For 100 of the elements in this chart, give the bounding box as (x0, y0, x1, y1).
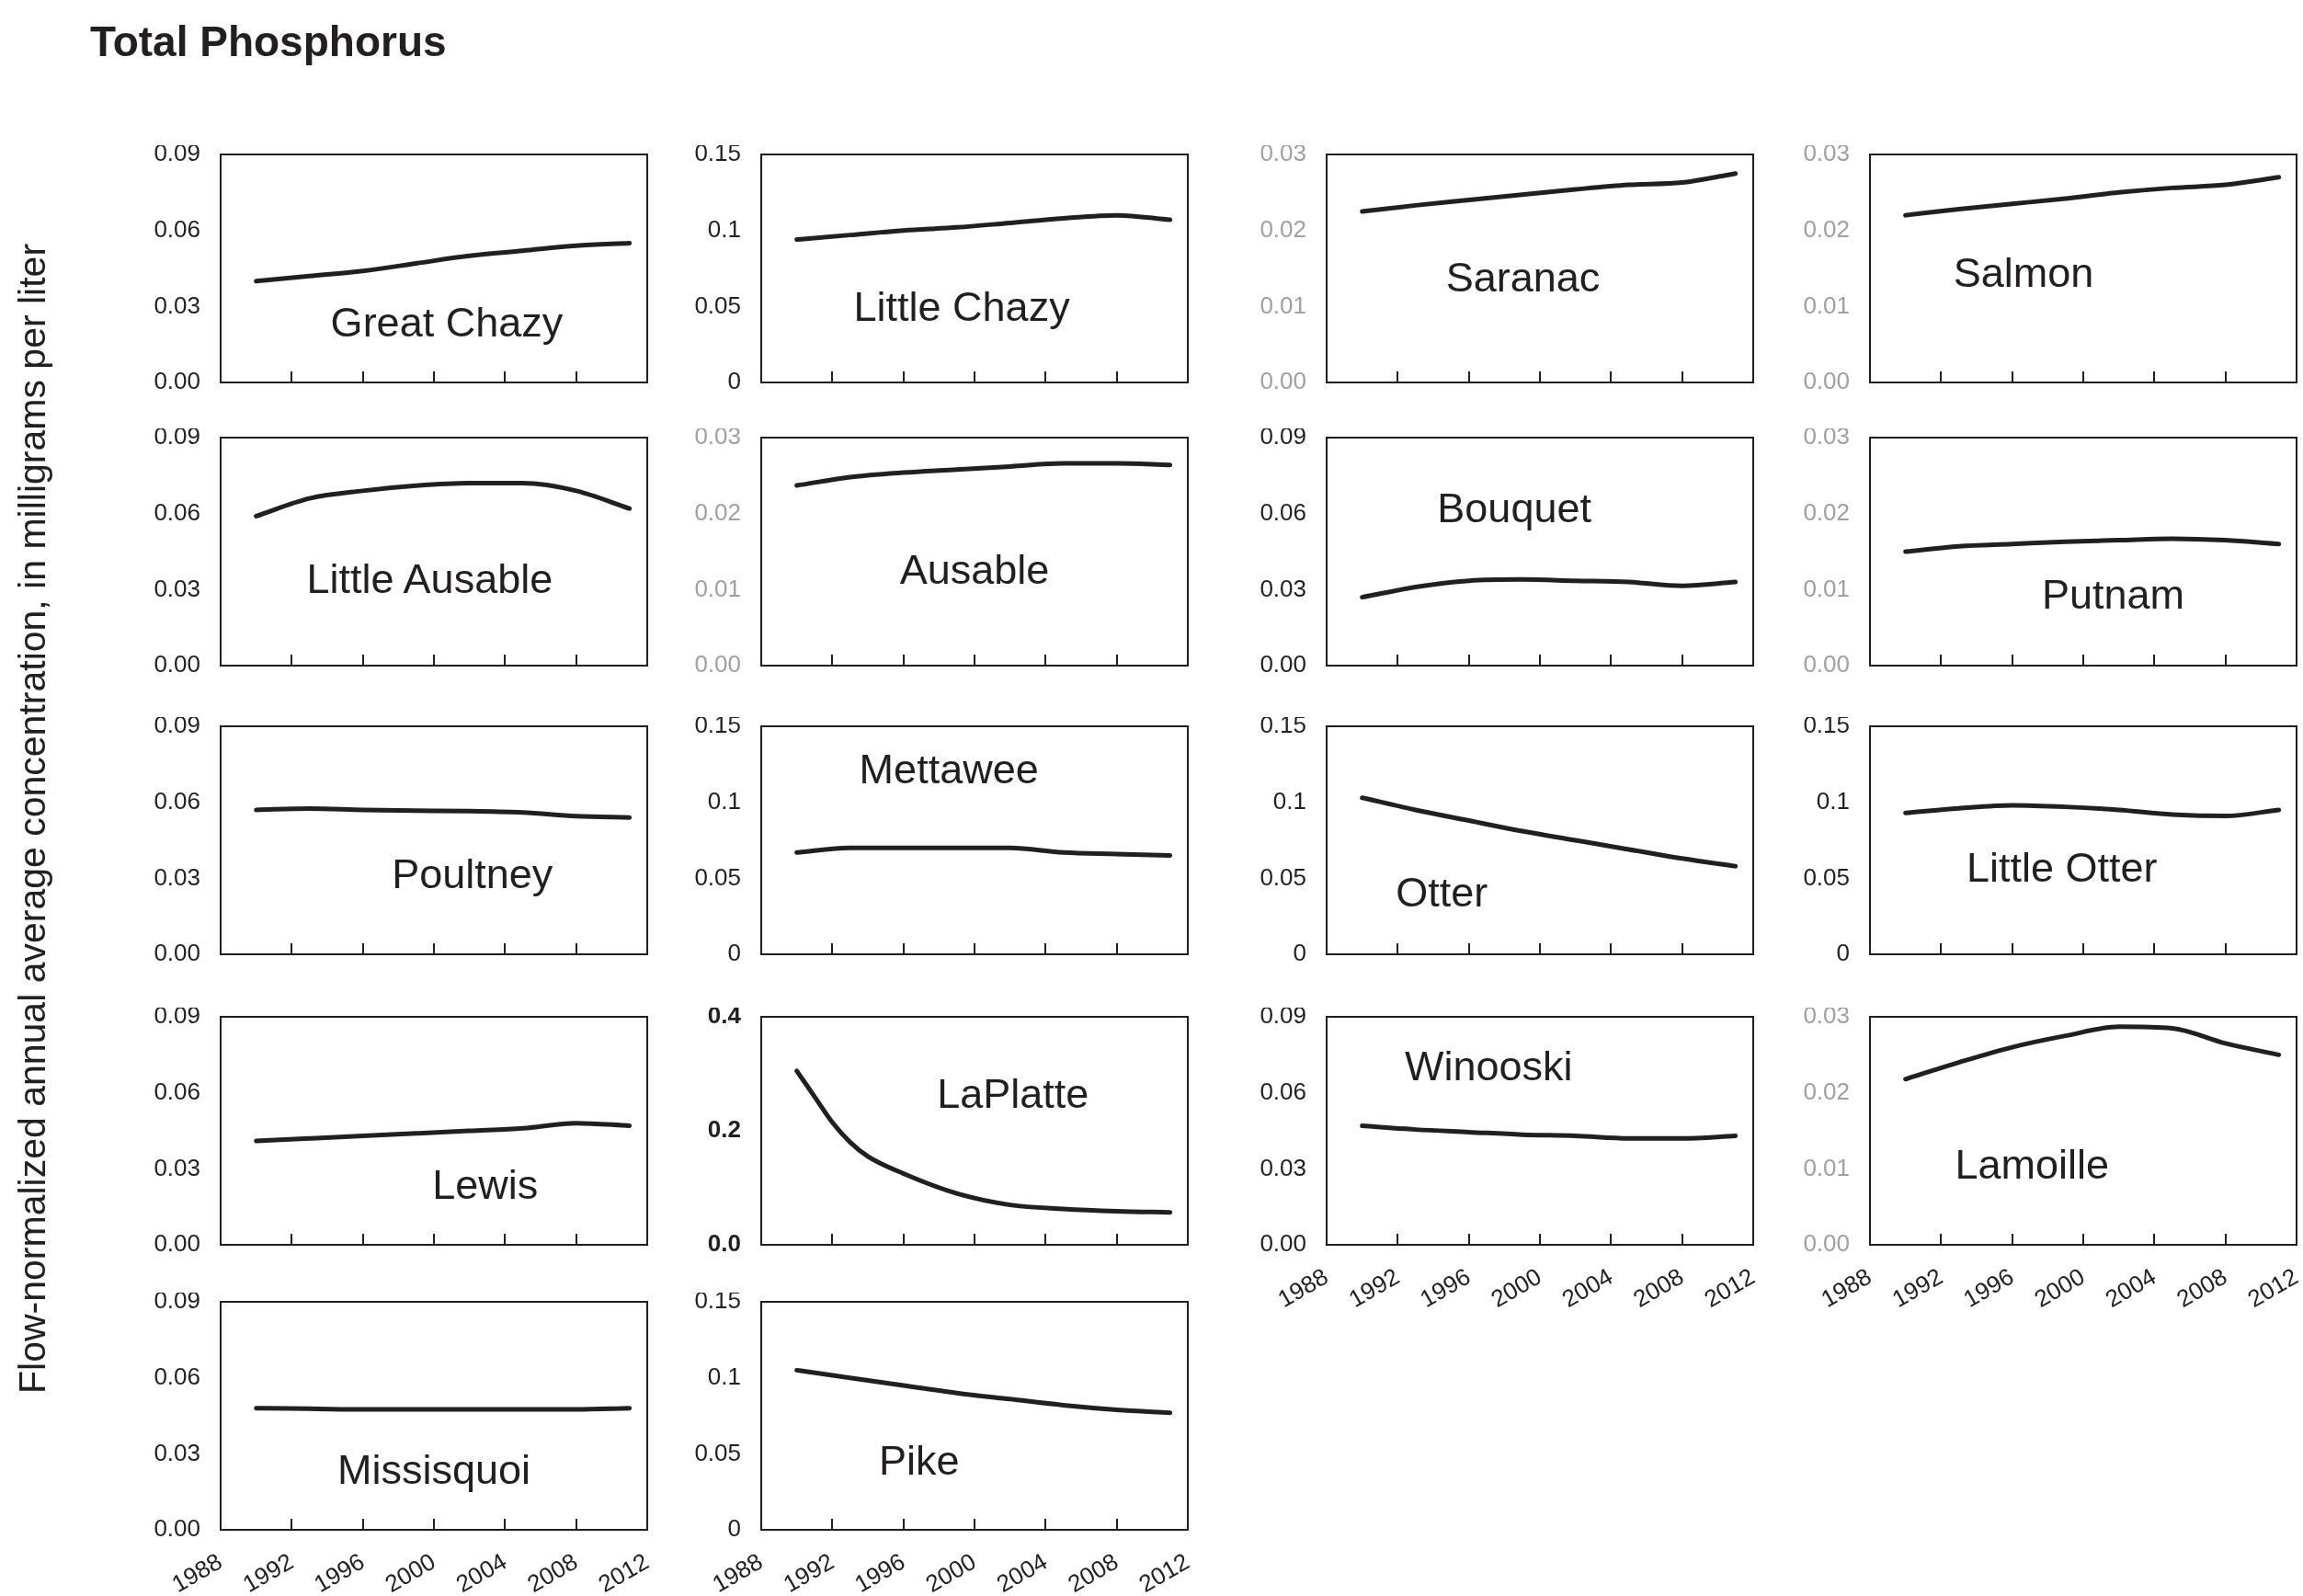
x-tick-label: 1996 (309, 1546, 370, 1596)
y-tick-label: 0.0 (707, 1229, 741, 1258)
y-tick-label: 0.03 (154, 1438, 200, 1466)
y-tick-label: 0.09 (1260, 422, 1306, 450)
y-tick-label: 0.00 (1803, 650, 1850, 678)
x-tick-label: 1988 (166, 1546, 227, 1596)
x-tick-label: 2012 (593, 1546, 654, 1596)
series-label: Otter (1396, 868, 1488, 916)
series-label: Lewis (432, 1161, 539, 1209)
y-tick-label: 0.09 (154, 1286, 200, 1315)
y-tick-label: 0 (1293, 939, 1306, 967)
series-label: Mettawee (859, 746, 1039, 793)
y-tick-label: 0.1 (707, 214, 741, 243)
y-tick-label: 0.15 (694, 1286, 741, 1315)
y-tick-label: 0.05 (694, 862, 741, 891)
series-label: Lamoille (1955, 1141, 2110, 1189)
y-tick-label: 0.00 (154, 367, 200, 395)
y-tick-label: 0.05 (694, 291, 741, 319)
y-tick-label: 0.02 (1803, 1077, 1850, 1105)
y-tick-label: 0.05 (1803, 862, 1850, 891)
x-tick-label: 2004 (2100, 1261, 2160, 1313)
y-tick-label: 0.03 (154, 291, 200, 319)
y-tick-label: 0.00 (1260, 650, 1306, 678)
y-tick-label: 0.06 (154, 786, 200, 815)
y-tick-label: 0.03 (154, 574, 200, 602)
y-tick-label: 0.09 (154, 711, 200, 739)
series-label: Winooski (1405, 1043, 1573, 1090)
x-tick-label: 1996 (1415, 1261, 1476, 1313)
y-tick-label: 0.01 (694, 574, 741, 602)
series-label: Salmon (1953, 248, 2094, 296)
y-tick-label: 0.01 (1803, 1153, 1850, 1181)
series-label: Little Chazy (853, 283, 1071, 331)
y-tick-label: 0.06 (1260, 1077, 1306, 1105)
series-label: Little Ausable (306, 554, 553, 602)
y-tick-label: 0.00 (154, 650, 200, 678)
y-tick-label: 0.15 (694, 711, 741, 739)
series-label: Putnam (2041, 571, 2185, 619)
y-tick-label: 0.06 (154, 1077, 200, 1105)
y-tick-label: 0.01 (1803, 291, 1850, 319)
x-tick-label: 1992 (237, 1546, 298, 1596)
y-tick-label: 0.06 (1260, 497, 1306, 526)
y-tick-label: 0 (727, 1514, 741, 1543)
y-tick-label: 0.09 (154, 422, 200, 450)
series-label: Missisquoi (336, 1446, 531, 1494)
y-tick-label: 0.03 (154, 1153, 200, 1181)
series-label: Great Chazy (330, 299, 564, 347)
y-tick-label: 0.03 (154, 862, 200, 891)
x-tick-label: 2008 (1628, 1261, 1689, 1313)
x-tick-label: 2012 (2242, 1261, 2303, 1313)
y-tick-label: 0.1 (707, 1362, 741, 1390)
y-tick-label: 0.01 (1260, 291, 1306, 319)
y-tick-label: 0.1 (1816, 786, 1850, 815)
x-tick-label: 2008 (1063, 1546, 1123, 1596)
y-tick-label: 0.00 (1803, 1229, 1850, 1258)
y-tick-label: 0.06 (154, 1362, 200, 1390)
series-label: Little Otter (1967, 843, 2158, 891)
y-tick-label: 0.09 (1260, 1001, 1306, 1030)
y-tick-label: 0.00 (1260, 367, 1306, 395)
y-tick-label: 0.15 (694, 139, 741, 167)
y-tick-label: 0.15 (1803, 711, 1850, 739)
y-tick-label: 0.01 (1803, 574, 1850, 602)
x-tick-label: 2000 (380, 1546, 440, 1596)
y-tick-label: 0.02 (1260, 214, 1306, 243)
series-label: Saranac (1445, 253, 1601, 301)
y-axis-title: Flow-normalized annual average concentration, in milligrams per liter (11, 243, 54, 1394)
x-tick-label: 2012 (1134, 1546, 1194, 1596)
y-tick-label: 0.09 (154, 139, 200, 167)
x-tick-label: 1992 (778, 1546, 838, 1596)
y-tick-label: 0.05 (1260, 862, 1306, 891)
y-tick-label: 0.06 (154, 497, 200, 526)
y-tick-label: 0.15 (1260, 711, 1306, 739)
x-tick-label: 2012 (1699, 1261, 1760, 1313)
y-tick-label: 0.03 (1260, 574, 1306, 602)
y-tick-label: 0.02 (694, 497, 741, 526)
series-label: Bouquet (1437, 484, 1592, 531)
x-tick-label: 2000 (1486, 1261, 1546, 1313)
series-label: Pike (878, 1437, 960, 1485)
y-tick-label: 0.00 (154, 939, 200, 967)
y-tick-label: 0.02 (1803, 214, 1850, 243)
y-tick-label: 0.03 (1260, 1153, 1306, 1181)
y-tick-label: 0.00 (154, 1229, 200, 1258)
series-label: Poultney (392, 850, 553, 898)
y-tick-label: 0.1 (1272, 786, 1306, 815)
x-tick-label: 1992 (1343, 1261, 1404, 1313)
y-tick-label: 0.06 (154, 214, 200, 243)
y-tick-label: 0.05 (694, 1438, 741, 1466)
y-tick-label: 0 (727, 939, 741, 967)
y-tick-label: 0.00 (694, 650, 741, 678)
x-tick-label: 1988 (1816, 1261, 1876, 1313)
y-tick-label: 0.00 (1260, 1229, 1306, 1258)
y-tick-label: 0.2 (707, 1115, 741, 1144)
y-tick-label: 0.00 (1803, 367, 1850, 395)
x-tick-label: 2008 (522, 1546, 583, 1596)
x-tick-label: 2004 (991, 1546, 1052, 1596)
x-tick-label: 1992 (1887, 1261, 1947, 1313)
y-tick-label: 0.02 (1803, 497, 1850, 526)
x-tick-label: 1996 (849, 1546, 910, 1596)
x-tick-label: 1996 (1958, 1261, 2019, 1313)
x-tick-label: 2004 (1556, 1261, 1617, 1313)
x-tick-label: 2000 (2029, 1261, 2090, 1313)
